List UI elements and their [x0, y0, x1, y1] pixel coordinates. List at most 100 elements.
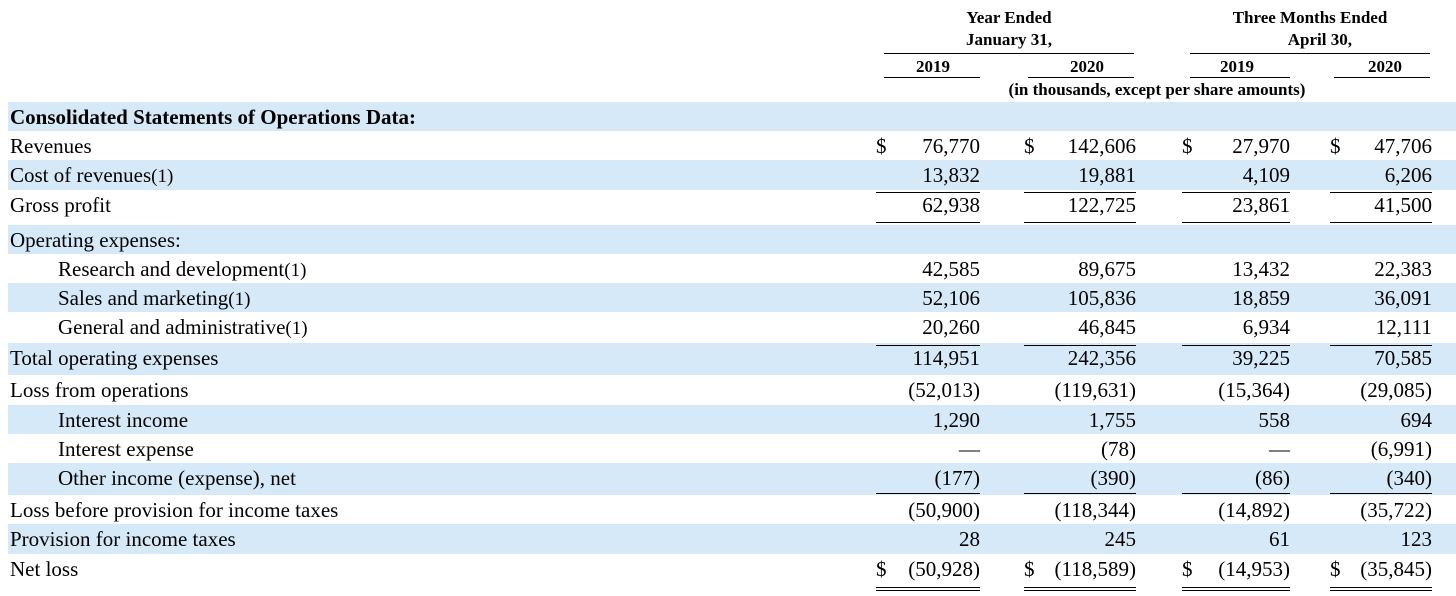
currency-symbol: $ [876, 134, 887, 158]
amount: — [1269, 437, 1290, 461]
row-label-text: Revenues [10, 134, 92, 158]
table-row: Other income (expense), net (177) (390) (86… [8, 463, 1456, 495]
amount: 114,951 [912, 346, 980, 370]
row-label-text: Total operating expenses [10, 346, 219, 370]
underline [876, 493, 980, 494]
amount: 28 [959, 527, 980, 551]
amount: 61 [1269, 527, 1290, 551]
amount: (177) [934, 466, 981, 490]
underline [1330, 222, 1432, 223]
amount: 47,706 [1374, 134, 1432, 158]
amount: (50,900) [908, 498, 980, 522]
amount: (118,344) [1054, 498, 1136, 522]
footnote-marker: (1) [284, 260, 307, 281]
amount: 39,225 [1232, 346, 1290, 370]
underline [1024, 345, 1136, 346]
group-header-line2: January 31, [966, 30, 1052, 49]
amount: (118,589) [1054, 557, 1136, 581]
row-label: General and administrative(1) [58, 315, 308, 341]
row-label-text: Interest expense [58, 437, 194, 461]
underline [1182, 222, 1290, 223]
amount: (35,845) [1360, 557, 1432, 581]
table-row: Revenues $76,770 $142,606 $27,970 $47,706 [8, 131, 1456, 160]
year-header: 2020 [1368, 57, 1402, 76]
amount: (6,991) [1370, 437, 1432, 461]
units-note: (in thousands, except per share amounts) [1008, 80, 1306, 99]
double-underline [1182, 587, 1290, 591]
currency-symbol: $ [1330, 557, 1341, 581]
group-header-line1: Three Months Ended [1232, 8, 1388, 27]
row-label-text: General and administrative [58, 315, 286, 339]
table-row: Provision for income taxes 28 245 61 123 [8, 524, 1456, 554]
amount: 36,091 [1374, 286, 1432, 310]
underline [1330, 192, 1432, 193]
amount: (390) [1090, 466, 1137, 490]
amount: 105,836 [1067, 286, 1136, 310]
amount: 245 [1104, 527, 1137, 551]
amount: (86) [1255, 466, 1290, 490]
year-header: 2020 [1070, 57, 1104, 76]
amount: 13,832 [922, 163, 980, 187]
amount: 20,260 [922, 315, 980, 339]
underline [1024, 192, 1136, 193]
group-header-line1: Year Ended [966, 8, 1052, 27]
year-rule [884, 77, 980, 78]
amount: 42,585 [922, 257, 980, 281]
table-row: Net loss $ (50,928) $ (118,589) $ (14,953) $ (35… [8, 554, 1456, 584]
amount: (29,085) [1360, 378, 1432, 402]
row-label: Provision for income taxes [10, 527, 236, 551]
table-row: General and administrative(1) 20,260 46,84… [8, 312, 1456, 343]
currency-symbol: $ [1330, 134, 1341, 158]
year-header: 2019 [916, 57, 950, 76]
row-label-text: Research and development [58, 257, 285, 281]
row-label: Loss before provision for income taxes [10, 498, 338, 522]
row-label: Sales and marketing(1) [58, 286, 250, 312]
amount: 76,770 [922, 134, 980, 158]
year-rule [1028, 77, 1134, 78]
amount: 122,725 [1067, 193, 1136, 217]
underline [1330, 345, 1432, 346]
amount: (340) [1386, 466, 1433, 490]
amount: 46,845 [1078, 315, 1136, 339]
section-title: Consolidated Statements of Operations Da… [10, 105, 416, 129]
group-rule [1190, 53, 1430, 54]
section-title-row: Consolidated Statements of Operations Da… [8, 102, 1456, 131]
row-label-text: Cost of revenues [10, 163, 152, 187]
amount: (15,364) [1218, 378, 1290, 402]
row-label: Revenues [10, 134, 92, 158]
row-label-text: Net loss [10, 557, 79, 581]
currency-symbol: $ [1024, 134, 1035, 158]
currency-symbol: $ [1182, 557, 1193, 581]
footnote-marker: (1) [285, 318, 308, 339]
table-row: Cost of revenues(1) 13,832 19,881 4,109 6,20… [8, 160, 1456, 190]
underline [876, 345, 980, 346]
underline [876, 192, 980, 193]
row-label: Cost of revenues(1) [10, 163, 173, 189]
row-label-text: Interest income [58, 408, 189, 432]
double-underline [876, 587, 980, 591]
amount: 41,500 [1374, 193, 1432, 217]
amount: (52,013) [908, 378, 980, 402]
table-row: Operating expenses: [8, 225, 1456, 254]
amount: 70,585 [1374, 346, 1432, 370]
amount: 1,290 [932, 408, 980, 432]
row-label: Interest expense [58, 437, 194, 461]
group-rule [884, 53, 1134, 54]
amount: 123 [1400, 527, 1433, 551]
amount: 12,111 [1375, 315, 1432, 339]
underline [1024, 222, 1136, 223]
row-label: Total operating expenses [10, 346, 218, 370]
underline [1182, 345, 1290, 346]
footnote-marker: (1) [151, 166, 174, 187]
row-label: Other income (expense), net [58, 466, 296, 490]
amount: — [959, 437, 980, 461]
amount: (14,892) [1218, 498, 1290, 522]
row-label: Net loss [10, 557, 78, 581]
underline [1182, 192, 1290, 193]
underline [1182, 493, 1290, 494]
amount: 22,383 [1374, 257, 1432, 281]
amount: (14,953) [1218, 557, 1290, 581]
row-label-text: Sales and marketing [58, 286, 229, 310]
amount: 19,881 [1078, 163, 1136, 187]
amount: 558 [1258, 408, 1291, 432]
